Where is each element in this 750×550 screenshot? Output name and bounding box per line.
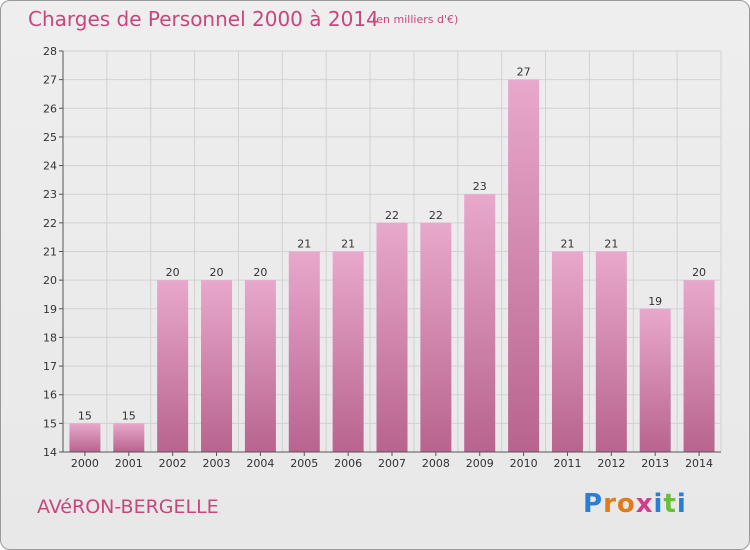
x-tick-label: 2010 [510, 457, 538, 470]
logo-letter: i [653, 489, 664, 519]
y-tick-label: 22 [43, 217, 57, 230]
y-tick-label: 23 [43, 188, 57, 201]
y-tick-label: 24 [43, 160, 57, 173]
bar [201, 280, 233, 452]
x-tick-label: 2009 [466, 457, 494, 470]
proxiti-logo: Proxiti [583, 489, 687, 519]
value-label: 21 [604, 238, 618, 251]
bar [157, 280, 189, 452]
y-tick-label: 17 [43, 360, 57, 373]
x-tick-label: 2012 [597, 457, 625, 470]
location-name: AVéRON-BERGELLE [37, 496, 219, 518]
x-tick-label: 2013 [641, 457, 669, 470]
y-tick-label: 14 [43, 446, 57, 459]
value-label: 15 [78, 409, 92, 422]
labels: 15 15 20 20 20 21 21 22 22 23 27 21 21 19 20 [78, 66, 706, 423]
logo-letter: i [676, 489, 687, 519]
value-label: 20 [210, 266, 224, 279]
logo-letter: t [663, 489, 677, 519]
bar [69, 423, 101, 452]
value-label: 15 [122, 409, 136, 422]
value-label: 23 [473, 180, 487, 193]
value-label: 27 [517, 66, 531, 79]
x-tick-label: 2006 [334, 457, 362, 470]
logo-letter: r [603, 489, 617, 519]
bar [551, 251, 583, 452]
bar [288, 251, 320, 452]
x-tick-label: 2002 [159, 457, 187, 470]
x-tick-label: 2004 [246, 457, 274, 470]
bar [332, 251, 364, 452]
x-tick-label: 2011 [553, 457, 581, 470]
bar [464, 194, 496, 452]
x-tick-label: 2008 [422, 457, 450, 470]
bars [69, 79, 715, 453]
bar [420, 222, 452, 452]
y-tick-label: 16 [43, 389, 57, 402]
x-tick-label: 2000 [71, 457, 99, 470]
y-tick-label: 19 [43, 303, 57, 316]
value-label: 20 [253, 266, 267, 279]
value-label: 21 [297, 238, 311, 251]
chart-unit: (en milliers d'€) [372, 13, 459, 26]
y-tick-label: 20 [43, 274, 57, 287]
bar [244, 280, 276, 452]
y-tick-label: 26 [43, 102, 57, 115]
axes: 14 15 16 17 18 19 20 21 22 23 24 25 26 27 28 2000 2001 20… [43, 45, 721, 470]
bar [595, 251, 627, 452]
value-label: 20 [166, 266, 180, 279]
value-label: 22 [429, 209, 443, 222]
value-label: 21 [560, 238, 574, 251]
y-tick-label: 15 [43, 417, 57, 430]
value-label: 19 [648, 295, 662, 308]
x-tick-label: 2001 [115, 457, 143, 470]
value-label: 22 [385, 209, 399, 222]
x-tick-label: 2014 [685, 457, 713, 470]
bar [113, 423, 145, 452]
logo-letter: P [583, 489, 604, 519]
y-tick-label: 28 [43, 45, 57, 58]
y-tick-label: 21 [43, 246, 57, 259]
y-tick-label: 27 [43, 74, 57, 87]
logo-letter: o [616, 489, 636, 519]
chart-title: Charges de Personnel 2000 à 2014 [28, 7, 379, 31]
bar [639, 308, 671, 452]
bar [508, 79, 540, 453]
y-tick-label: 25 [43, 131, 57, 144]
x-tick-label: 2007 [378, 457, 406, 470]
x-tick-label: 2005 [290, 457, 318, 470]
x-tick-label: 2003 [203, 457, 231, 470]
bar [376, 222, 408, 452]
value-label: 20 [692, 266, 706, 279]
y-tick-label: 18 [43, 331, 57, 344]
value-label: 21 [341, 238, 355, 251]
logo-letter: x [635, 489, 654, 519]
bar [683, 280, 715, 452]
